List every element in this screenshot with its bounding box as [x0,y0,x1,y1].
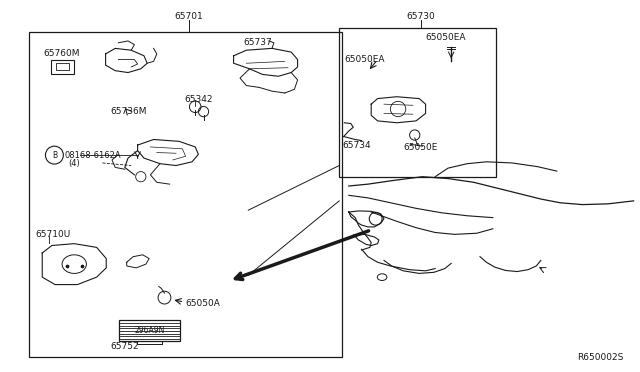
Text: 08168-6162A: 08168-6162A [65,151,121,160]
Text: 65737: 65737 [243,38,272,46]
Text: 65050EA: 65050EA [426,33,466,42]
Bar [339,28,496,177]
Text: 65734: 65734 [342,141,371,150]
Text: 296A9N: 296A9N [134,326,164,335]
Text: R650002S: R650002S [578,353,624,362]
Text: 65701: 65701 [175,12,203,21]
Bar [29,32,342,357]
Text: 65050A: 65050A [186,299,220,308]
Bar [119,320,180,341]
Bar [56,63,69,70]
Text: 65760M: 65760M [43,49,79,58]
Text: 65736M: 65736M [111,107,147,116]
Text: 65342: 65342 [184,95,213,104]
Text: 65050E: 65050E [403,143,438,152]
Text: 65730: 65730 [407,12,435,21]
Text: (4): (4) [68,159,80,168]
Text: 65050EA: 65050EA [344,55,385,64]
Text: 65752: 65752 [111,342,139,351]
Bar [51,60,74,74]
Text: 65710U: 65710U [35,230,70,239]
Text: B: B [52,151,57,160]
